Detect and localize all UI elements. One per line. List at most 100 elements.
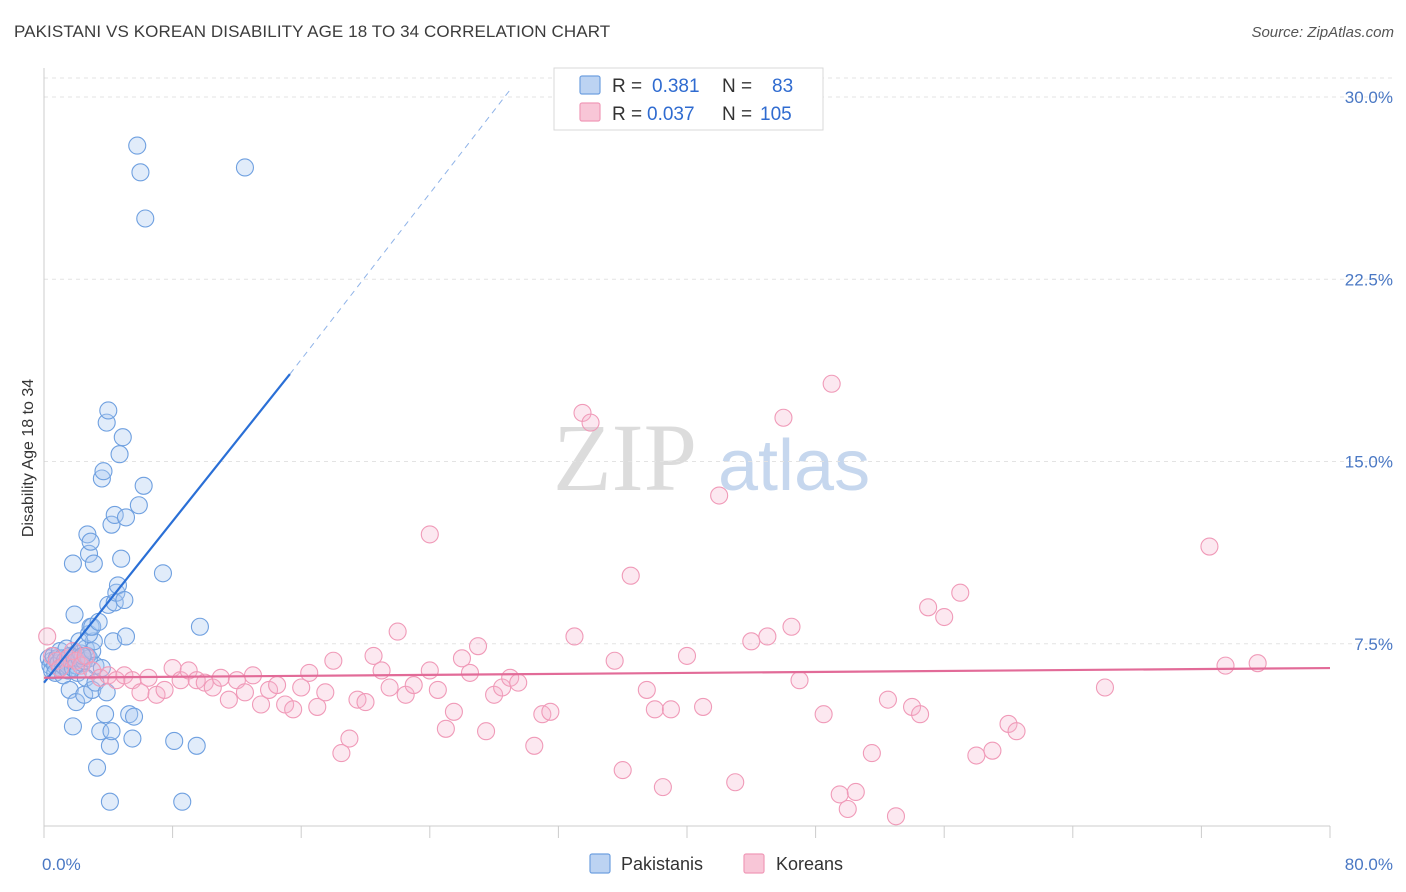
- korean-point-96: [951, 583, 970, 602]
- korean-point-49: [404, 676, 423, 695]
- y-tick-label-3: 30.0%: [1345, 88, 1393, 107]
- pakistani-point-75: [99, 401, 118, 420]
- pakistani-point-80: [116, 508, 136, 527]
- pakistani-point-82: [134, 476, 153, 495]
- korean-point-91: [886, 807, 906, 826]
- legend-label-koreans: Koreans: [776, 854, 843, 874]
- pakistani-point-61: [112, 549, 131, 568]
- tick-labels: 7.5% 15.0% 22.5% 30.0% 0.0% 80.0%: [42, 88, 1393, 874]
- x-tick-label-0: 0.0%: [42, 855, 81, 874]
- korean-point-73: [653, 778, 672, 797]
- korean-point-86: [830, 785, 849, 804]
- korean-point-69: [613, 761, 632, 780]
- korean-point-78: [726, 773, 745, 792]
- pakistani-point-64: [120, 705, 139, 724]
- legend-swatch-pakistanis-bottom: [589, 853, 611, 874]
- pakistani-point-47: [100, 736, 119, 755]
- legend-r-value-2: 0.037: [647, 104, 695, 125]
- legend-n-value-1: 83: [772, 76, 793, 97]
- korean-point-83: [790, 671, 809, 690]
- korean-point-75: [677, 646, 697, 665]
- pakistani-point-66: [124, 707, 144, 726]
- korean-point-30: [251, 695, 271, 714]
- pakistani-point-76: [102, 515, 121, 534]
- korean-point-26: [219, 690, 238, 709]
- pakistani-point-81: [129, 496, 148, 515]
- pakistani-point-48: [102, 722, 121, 741]
- pakistani-point-89: [128, 136, 147, 155]
- korean-point-56: [468, 637, 488, 656]
- legend-label-pakistanis: Pakistanis: [621, 854, 703, 874]
- korean-point-18: [155, 680, 174, 699]
- pakistani-point-79: [113, 428, 132, 447]
- korean-point-102: [1200, 537, 1219, 556]
- pakistani-point-63: [116, 627, 136, 646]
- watermark: ZIP atlas: [553, 404, 870, 511]
- korean-point-25: [211, 668, 230, 687]
- pakistani-point-72: [92, 469, 111, 488]
- korean-point-0: [38, 627, 57, 646]
- korean-point-28: [235, 683, 254, 702]
- pakistani-point-90: [131, 163, 150, 182]
- legend-swatch-pakistanis: [579, 75, 601, 95]
- legend-r-label-1: R =: [612, 76, 642, 97]
- pakistani-point-42: [87, 758, 107, 777]
- korean-point-34: [284, 700, 303, 719]
- korean-point-36: [300, 663, 319, 682]
- korean-point-90: [878, 690, 897, 709]
- korean-point-39: [324, 651, 343, 670]
- korean-point-46: [380, 678, 399, 697]
- y-axis-label: Disability Age 18 to 34: [20, 379, 37, 537]
- trend-lines: [43, 89, 1331, 684]
- korean-point-40: [332, 744, 351, 763]
- legend-n-label-1: N =: [722, 76, 752, 97]
- korean-point-82: [782, 617, 801, 636]
- korean-point-105: [420, 525, 439, 544]
- korean-point-51: [428, 680, 447, 699]
- korean-point-77: [710, 486, 729, 505]
- korean-point-101: [1095, 678, 1114, 697]
- axes: [43, 68, 1331, 838]
- korean-point-32: [268, 676, 287, 695]
- pakistani-point-67: [63, 554, 82, 573]
- legend-r-value-1: 0.381: [652, 76, 700, 97]
- korean-point-45: [372, 661, 391, 680]
- x-tick-label-1: 80.0%: [1345, 855, 1393, 874]
- korean-trend-line: [43, 666, 1331, 679]
- korean-point-76: [694, 697, 713, 716]
- pakistani-point-86: [190, 617, 209, 636]
- legend-swatch-koreans-bottom: [743, 853, 765, 874]
- korean-point-15: [131, 683, 150, 702]
- watermark-atlas: atlas: [718, 426, 870, 506]
- korean-point-37: [308, 697, 327, 716]
- korean-point-53: [444, 702, 463, 721]
- korean-point-100: [1007, 722, 1026, 741]
- korean-point-84: [814, 705, 833, 724]
- pakistani-point-85: [187, 736, 206, 755]
- korean-point-38: [316, 683, 335, 702]
- y-tick-label-1: 15.0%: [1345, 453, 1393, 472]
- series-legend: Pakistanis Koreans: [589, 853, 843, 874]
- korean-point-57: [477, 722, 496, 741]
- korean-point-87: [838, 799, 857, 819]
- pakistani-point-70: [81, 532, 100, 551]
- korean-point-6: [67, 651, 86, 670]
- korean-point-67: [581, 413, 600, 432]
- korean-point-104: [1248, 654, 1267, 673]
- pakistani-point-88: [173, 792, 192, 811]
- korean-point-98: [983, 741, 1002, 760]
- korean-point-74: [661, 700, 680, 719]
- pakistani-point-50: [65, 605, 84, 624]
- korean-point-52: [436, 719, 455, 738]
- pakistani-point-65: [123, 729, 142, 748]
- korean-point-44: [364, 646, 383, 665]
- korean-point-95: [935, 607, 954, 627]
- korean-point-47: [388, 622, 407, 641]
- pakistani-point-36: [63, 717, 82, 736]
- legend-swatch-koreans: [579, 102, 601, 122]
- pakistani-point-71: [84, 554, 103, 573]
- korean-point-71: [637, 680, 656, 699]
- pakistani-point-73: [94, 462, 113, 481]
- pakistani-point-91: [136, 209, 155, 228]
